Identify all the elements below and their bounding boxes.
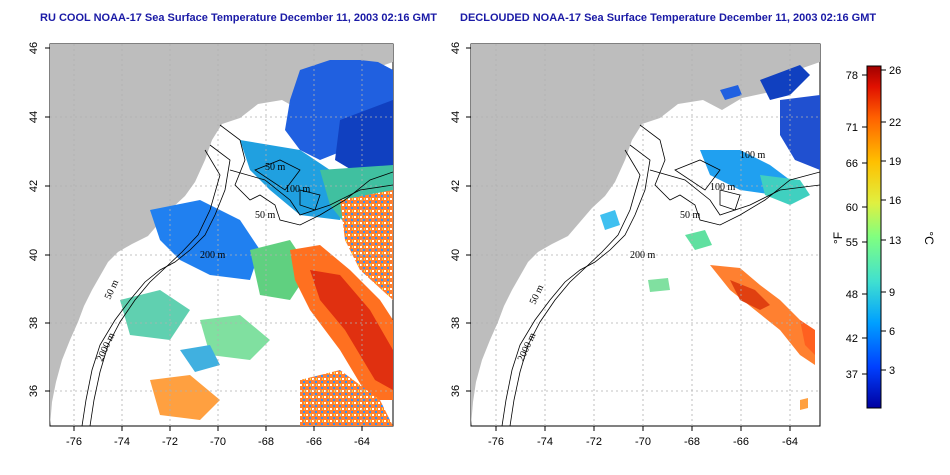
celsius-tick: 16 [889, 195, 901, 207]
right-y-tick: 42 [450, 180, 462, 192]
right-map-title: DECLOUDED NOAA-17 Sea Surface Temperatur… [460, 12, 877, 24]
left-sst-field [120, 60, 393, 426]
right-x-tick: -68 [684, 436, 700, 448]
left-axis-ticks [45, 47, 363, 431]
right-contour-label: 200 m [630, 250, 656, 261]
left-y-tick: 46 [28, 42, 40, 54]
left-contour-label: 100 m [285, 184, 311, 195]
left-x-tick: -76 [66, 436, 82, 448]
right-axis-ticks [466, 47, 791, 431]
celsius-tick: 13 [889, 235, 901, 247]
right-y-tick: 38 [450, 317, 462, 329]
left-x-tick: -64 [354, 436, 370, 448]
right-sst-field [600, 65, 820, 410]
fahrenheit-tick: 78 [846, 70, 858, 82]
left-x-tick: -74 [114, 436, 130, 448]
right-contour-label: 100 m [710, 182, 736, 193]
right-grid [471, 44, 820, 426]
left-contour-label: 50 m [255, 210, 276, 221]
colorbar: 78 71 66 60 55 48 42 37 26 22 19 16 13 9… [831, 65, 936, 409]
colorbar-ticks [862, 69, 886, 375]
celsius-tick: 6 [889, 326, 895, 338]
fahrenheit-tick: 66 [846, 158, 858, 170]
left-y-tick: 44 [28, 111, 40, 123]
celsius-tick: 26 [889, 65, 901, 77]
right-y-tick: 44 [450, 111, 462, 123]
right-y-tick: 36 [450, 385, 462, 397]
right-x-tick: -64 [782, 436, 798, 448]
left-map: 50 m 100 m 50 m 200 m 50 m 2000 m -76 -7… [28, 42, 394, 448]
right-x-tick: -72 [586, 436, 602, 448]
fahrenheit-tick: 37 [846, 369, 858, 381]
right-y-tick: 40 [450, 249, 462, 261]
left-x-tick: -66 [306, 436, 322, 448]
celsius-tick: 19 [889, 156, 901, 168]
left-contour-label: 200 m [200, 250, 226, 261]
left-x-tick: -72 [162, 436, 178, 448]
fahrenheit-tick: 42 [846, 333, 858, 345]
right-x-tick: -70 [635, 436, 651, 448]
celsius-tick: 9 [889, 287, 895, 299]
left-x-tick: -70 [210, 436, 226, 448]
celsius-unit-label: °C [922, 231, 936, 245]
left-y-tick: 42 [28, 180, 40, 192]
right-land [471, 44, 820, 426]
right-contour-label: 100 m [740, 150, 766, 161]
left-x-tick: -68 [258, 436, 274, 448]
right-y-tick: 46 [450, 42, 462, 54]
right-x-tick: -76 [488, 436, 504, 448]
fahrenheit-tick: 71 [846, 122, 858, 134]
left-map-title: RU COOL NOAA-17 Sea Surface Temperature … [40, 12, 437, 24]
left-land [50, 44, 393, 426]
colorbar-gradient [866, 65, 882, 409]
right-x-tick: -74 [537, 436, 553, 448]
left-contours [81, 124, 393, 426]
fahrenheit-tick: 48 [846, 289, 858, 301]
fahrenheit-tick: 55 [846, 237, 858, 249]
celsius-tick: 3 [889, 365, 895, 377]
celsius-tick: 22 [889, 117, 901, 129]
left-y-tick: 38 [28, 317, 40, 329]
left-y-tick: 40 [28, 249, 40, 261]
right-contour-label: 50 m [680, 210, 701, 221]
right-map: 100 m 100 m 50 m 200 m 50 m 2000 m -76 -… [450, 42, 821, 448]
fahrenheit-unit-label: °F [831, 232, 845, 244]
left-contour-label: 50 m [265, 162, 286, 173]
right-contours [501, 124, 820, 426]
right-x-tick: -66 [733, 436, 749, 448]
left-grid [50, 44, 393, 426]
left-y-tick: 36 [28, 385, 40, 397]
fahrenheit-tick: 60 [846, 202, 858, 214]
